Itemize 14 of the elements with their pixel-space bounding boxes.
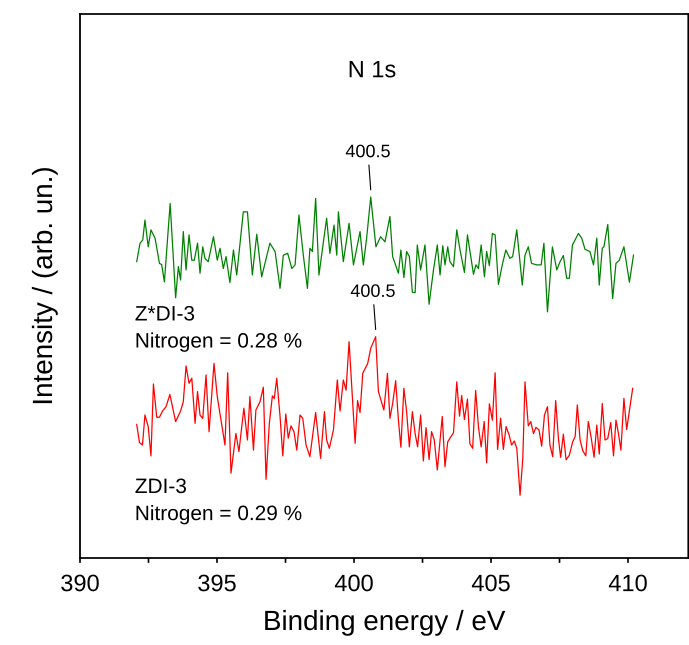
- x-tick-label: 400: [334, 574, 373, 592]
- x-axis-title: Binding energy / eV: [265, 610, 506, 636]
- x-tick-label: 405: [472, 574, 510, 592]
- annotation: Nitrogen = 0.28 %: [136, 332, 302, 352]
- chart-title: N 1s: [350, 60, 396, 78]
- annotation: 400.5: [346, 144, 390, 158]
- x-tick-label: 410: [608, 574, 647, 592]
- annotation: 400.5: [350, 284, 395, 298]
- annotation: Nitrogen = 0.29 %: [136, 504, 302, 524]
- x-tick-label: 390: [61, 574, 99, 592]
- series-label: ZDI-3: [135, 478, 186, 494]
- y-axis-title: Intensity / (arb. un.): [32, 168, 58, 404]
- series-label: Z*DI-3: [135, 306, 194, 321]
- x-tick-label: 395: [198, 574, 236, 592]
